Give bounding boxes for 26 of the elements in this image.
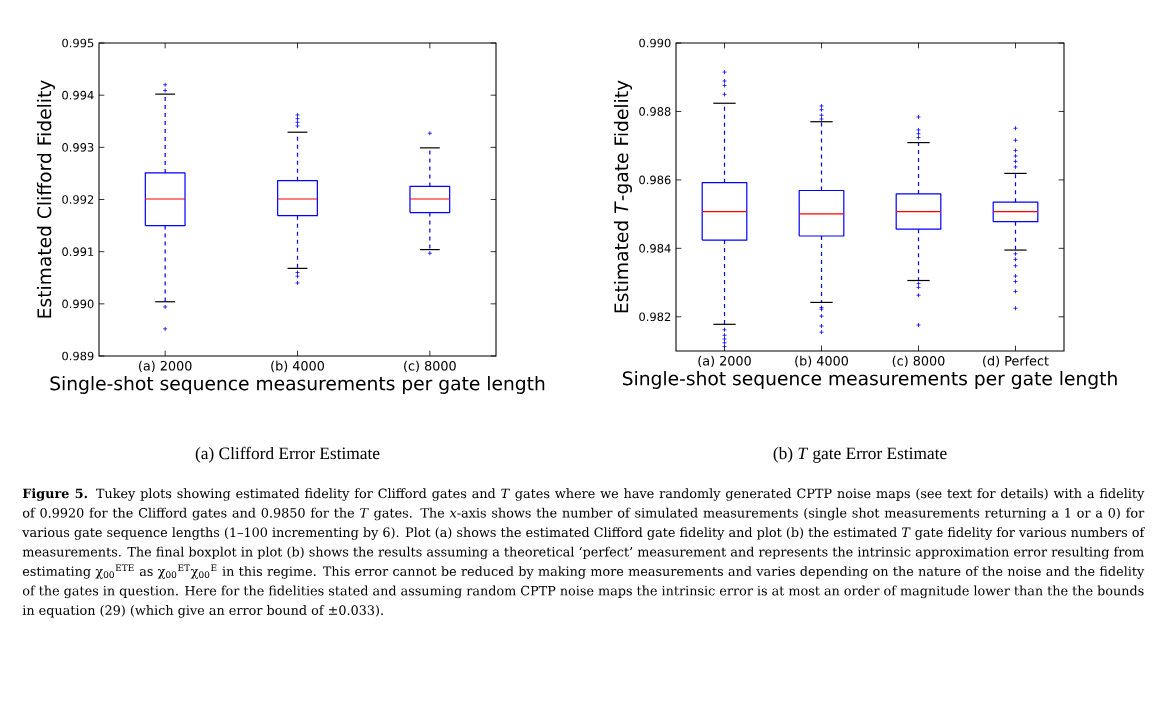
y-tick-label: 0.994 — [62, 90, 94, 100]
y-tick-label: 0.982 — [639, 312, 671, 322]
x-axis-title: Single-shot sequence measurements per gate length — [50, 375, 545, 395]
text: (b) T gate Error Estimate — [773, 446, 947, 463]
x-tick-label: (b) 4000 — [795, 355, 849, 368]
text: Figure 5. Tukey plots showing estimated fidelity for Clifford gates and T gates where we have randomly generated CPTP noise maps (see text for details) with a fidelity of 0.9920 for the Clifford gates and 0.9850 for the T gates. The x-axis shows the number of simulated measurements (single shot measurements returning a 1 or a 0) for various gate sequence lengths (1–100 incrementing by 6). Plot (a) shows the estimated Clifford gate fidelity and plot (b) the estimated T gate fidelity for various numbers of measurements. The final boxplot in plot (b) shows the results assuming a theoretical ‘perfect’ measurement and represents the intrinsic approximation error resulting from estimating χ$_{00}$$^{ETE}$ as χ$_{00}$$^{ET}$χ$_{00}$$^{E}$ in this regime. This error cannot be reduced by making more measurements and varies depending on the nature of the noise and the fidelity of the gates in question. Here for the fidelities stated and assuming random CPTP noise maps the intrinsic error is at most an order of magnitude lower than the the bounds in equation (29) (which give an error bound of ±0.033). — [22, 488, 1146, 618]
text: (a) Clifford Error Estimate — [195, 446, 380, 463]
y-tick-label: 0.995 — [62, 38, 94, 48]
y-tick-label: 0.989 — [62, 351, 94, 361]
x-tick-label: (a) 2000 — [698, 355, 751, 368]
y-axis-title: Estimated Clifford Fidelity — [36, 80, 55, 318]
x-tick-label: (a) 2000 — [139, 360, 192, 373]
y-axis-title: Estimated T-gate Fidelity — [613, 80, 632, 313]
y-tick-label: 0.986 — [639, 175, 671, 185]
x-tick-label: (c) 8000 — [892, 355, 945, 368]
y-tick-label: 0.990 — [62, 299, 94, 309]
y-tick-label: 0.993 — [62, 143, 94, 152]
y-tick-label: 0.984 — [639, 244, 671, 253]
y-tick-label: 0.988 — [639, 107, 671, 116]
x-tick-label: (d) Perfect — [983, 355, 1049, 368]
y-tick-label: 0.990 — [639, 38, 671, 48]
x-tick-label: (c) 8000 — [404, 360, 456, 373]
x-axis-title: Single-shot sequence measurements per gate length — [622, 370, 1117, 390]
x-tick-label: (b) 4000 — [271, 360, 325, 373]
y-tick-label: 0.992 — [62, 195, 94, 204]
y-tick-label: 0.991 — [62, 247, 94, 257]
